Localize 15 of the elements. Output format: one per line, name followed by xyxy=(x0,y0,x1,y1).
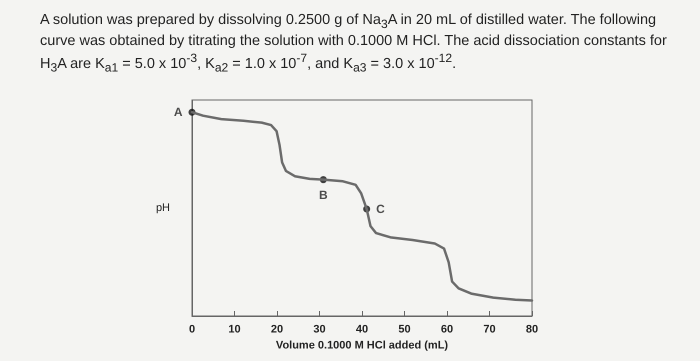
annotation: B xyxy=(318,188,328,202)
x-tick-label: 10 xyxy=(228,324,241,336)
annotation: A xyxy=(174,105,183,120)
chart-title: A solution was prepared by dissolving 0.2500 g of Na$_{3}$A in 20 mL of distilled water. The following curve was obtained by titrating the solution with 0.1000 M HCl. The acid dissociation constants for H$_{3}$A are K$_{a1}$ = 5.0 x 10$^{-3}$, K$_{a2}$ = 1.0 x 10$^{-7}$, and K$_{a3}$ = 3.0 x 10$^{-12}$. xyxy=(40,12,667,75)
y-axis-title: pH xyxy=(156,202,170,214)
x-axis-title: Volume 0.1000 M HCl added (mL) xyxy=(276,339,448,352)
x-tick-label: 60 xyxy=(440,324,454,336)
x-tick-label: 30 xyxy=(313,324,326,336)
x-tick-label: 20 xyxy=(270,324,284,336)
x-tick-label: 80 xyxy=(526,324,538,336)
x-tick-label: 0 xyxy=(188,324,196,336)
x-tick-label: 70 xyxy=(483,324,496,336)
annotation: C xyxy=(376,202,386,216)
x-tick-label: 50 xyxy=(398,324,411,336)
x-tick-label: 40 xyxy=(356,324,368,336)
